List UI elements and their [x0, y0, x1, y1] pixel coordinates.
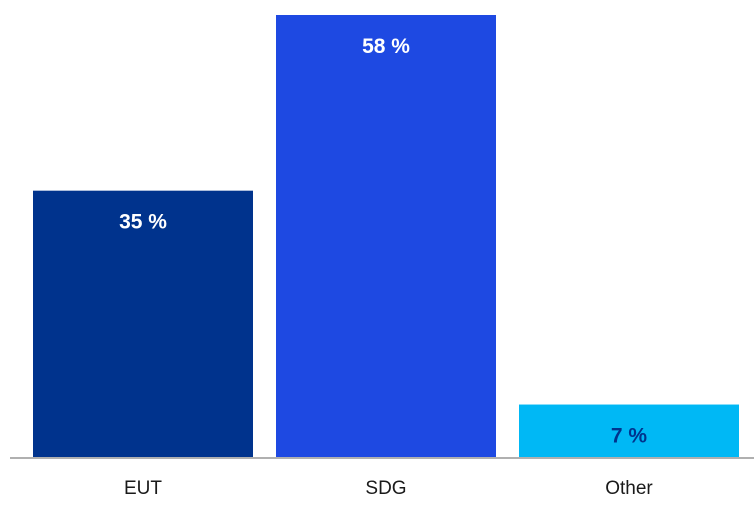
bars-group [33, 15, 739, 458]
value-label-eut: 35 % [119, 211, 167, 234]
x-tick-labels-group: EUT SDG Other [124, 478, 653, 499]
x-tick-label-other: Other [605, 478, 653, 499]
bar-sdg [276, 15, 496, 458]
x-tick-label-sdg: SDG [365, 478, 406, 499]
value-label-other: 7 % [611, 425, 648, 448]
x-tick-label-eut: EUT [124, 478, 162, 499]
value-label-sdg: 58 % [362, 35, 410, 58]
